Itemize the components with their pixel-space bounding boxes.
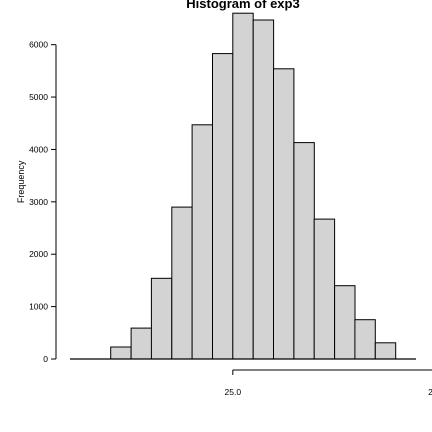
x-axis: 25.025.526.0: [225, 369, 432, 397]
y-axis: 0 1000 2000 3000 4000 5000 6000: [29, 40, 57, 364]
histogram-bar-15: [374, 342, 397, 360]
x-tick-label-0: 25.0: [225, 387, 242, 397]
y-tick-label-0: 0: [43, 354, 48, 364]
histogram-bar-5: [171, 206, 193, 360]
histogram-bar-6: [191, 124, 214, 360]
y-tick-label-4: 4000: [29, 144, 48, 154]
histogram-bar-8: [232, 12, 254, 360]
y-tick-label-2: 2000: [29, 249, 48, 259]
histogram-bar-12: [313, 218, 336, 360]
histogram-bar-13: [334, 285, 356, 360]
x-tick-label-1: 25.5: [428, 387, 432, 397]
chart-title: Histogram of exp3: [186, 0, 299, 11]
histogram-bar-7: [212, 53, 234, 360]
histogram-bar-10: [273, 68, 295, 360]
histogram-bar-14: [354, 319, 376, 360]
y-tick-label-6: 6000: [29, 40, 48, 50]
y-tick-label-3: 3000: [29, 197, 48, 207]
histogram-bar-4: [150, 277, 173, 360]
y-axis-label: Frequency: [16, 160, 26, 203]
histogram-bar-3: [130, 327, 153, 360]
bars-group: [110, 12, 397, 360]
y-tick-label-5: 5000: [29, 92, 48, 102]
histogram-bar-2: [110, 346, 132, 360]
y-tick-label-1: 1000: [29, 302, 48, 312]
histogram-bar-11: [293, 142, 315, 360]
histogram-bar-9: [252, 19, 275, 360]
